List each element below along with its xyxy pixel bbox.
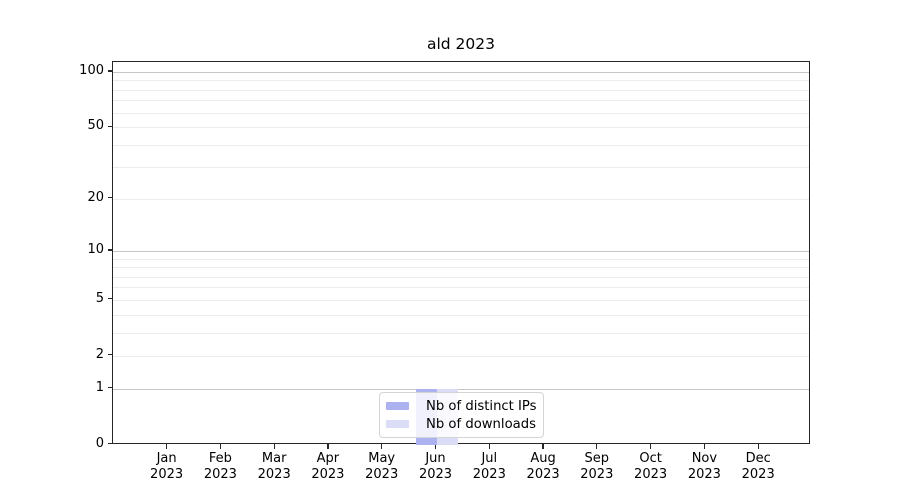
gridline-minor	[113, 332, 809, 334]
y-tick	[107, 125, 112, 127]
x-tick	[434, 444, 437, 449]
legend-item-label: Nb of downloads	[426, 416, 536, 432]
y-tick	[107, 197, 112, 199]
y-tick-label: 20	[87, 189, 104, 205]
x-tick-label: Sep 2023	[580, 451, 614, 482]
y-tick	[107, 354, 112, 356]
x-tick	[596, 444, 598, 449]
x-tick	[757, 444, 759, 449]
y-tick-label: 2	[95, 346, 104, 362]
y-tick	[107, 70, 112, 72]
x-tick	[273, 444, 275, 449]
y-tick-label: 50	[87, 118, 104, 134]
gridline-major	[113, 250, 809, 252]
legend-item: Nb of downloads	[386, 416, 543, 432]
x-tick	[165, 444, 168, 449]
x-tick	[219, 444, 221, 449]
x-tick-label: Oct 2023	[634, 451, 668, 482]
x-tick-label: Feb 2023	[203, 451, 237, 482]
legend-item: Nb of distinct IPs	[386, 398, 543, 414]
gridline-major	[113, 72, 809, 73]
x-tick-label: Jun 2023	[418, 451, 453, 482]
x-tick	[703, 444, 706, 449]
y-tick	[107, 386, 112, 389]
x-tick	[488, 444, 490, 449]
y-tick	[107, 442, 112, 445]
x-tick-label: Jul 2023	[472, 451, 506, 482]
y-tick-label: 10	[87, 241, 104, 257]
x-tick-label: Apr 2023	[311, 451, 345, 482]
x-tick-label: Mar 2023	[257, 451, 291, 482]
y-tick	[107, 249, 112, 251]
x-tick	[381, 444, 383, 449]
gridline-minor	[113, 198, 809, 200]
chart-title: ald 2023	[426, 35, 496, 53]
y-tick-label: 1	[95, 379, 104, 395]
gridline-minor	[113, 80, 809, 82]
x-tick	[650, 444, 652, 449]
gridline-minor	[113, 100, 809, 102]
y-tick-label: 100	[79, 63, 104, 78]
gridline-minor	[113, 267, 809, 269]
gridline-minor	[113, 127, 809, 129]
x-tick-label: May 2023	[365, 451, 399, 482]
x-tick-label: Dec 2023	[741, 451, 775, 482]
x-tick	[542, 444, 544, 449]
gridline-minor	[113, 167, 809, 169]
x-tick-label: Nov 2023	[687, 451, 721, 482]
x-tick-label: Aug 2023	[526, 451, 560, 482]
y-tick	[107, 298, 112, 300]
x-tick-label: Jan 2023	[150, 451, 184, 482]
gridline-minor	[113, 258, 809, 260]
gridline-major	[113, 388, 809, 390]
plot-area	[112, 61, 810, 445]
legend-swatch	[386, 401, 409, 411]
x-tick	[327, 444, 329, 449]
y-tick-label: 0	[95, 435, 104, 451]
gridline-minor	[113, 314, 809, 316]
gridline-minor	[113, 299, 809, 301]
legend: Nb of distinct IPs Nb of downloads	[379, 392, 544, 438]
legend-item-label: Nb of distinct IPs	[426, 398, 537, 414]
gridline-minor	[113, 287, 809, 289]
y-tick-label: 5	[95, 290, 104, 306]
gridline-minor	[113, 355, 809, 357]
legend-swatch	[386, 419, 409, 429]
gridline-minor	[113, 112, 809, 114]
gridline-minor	[113, 144, 809, 146]
gridline-minor	[113, 89, 809, 91]
gridline-minor	[113, 276, 809, 278]
